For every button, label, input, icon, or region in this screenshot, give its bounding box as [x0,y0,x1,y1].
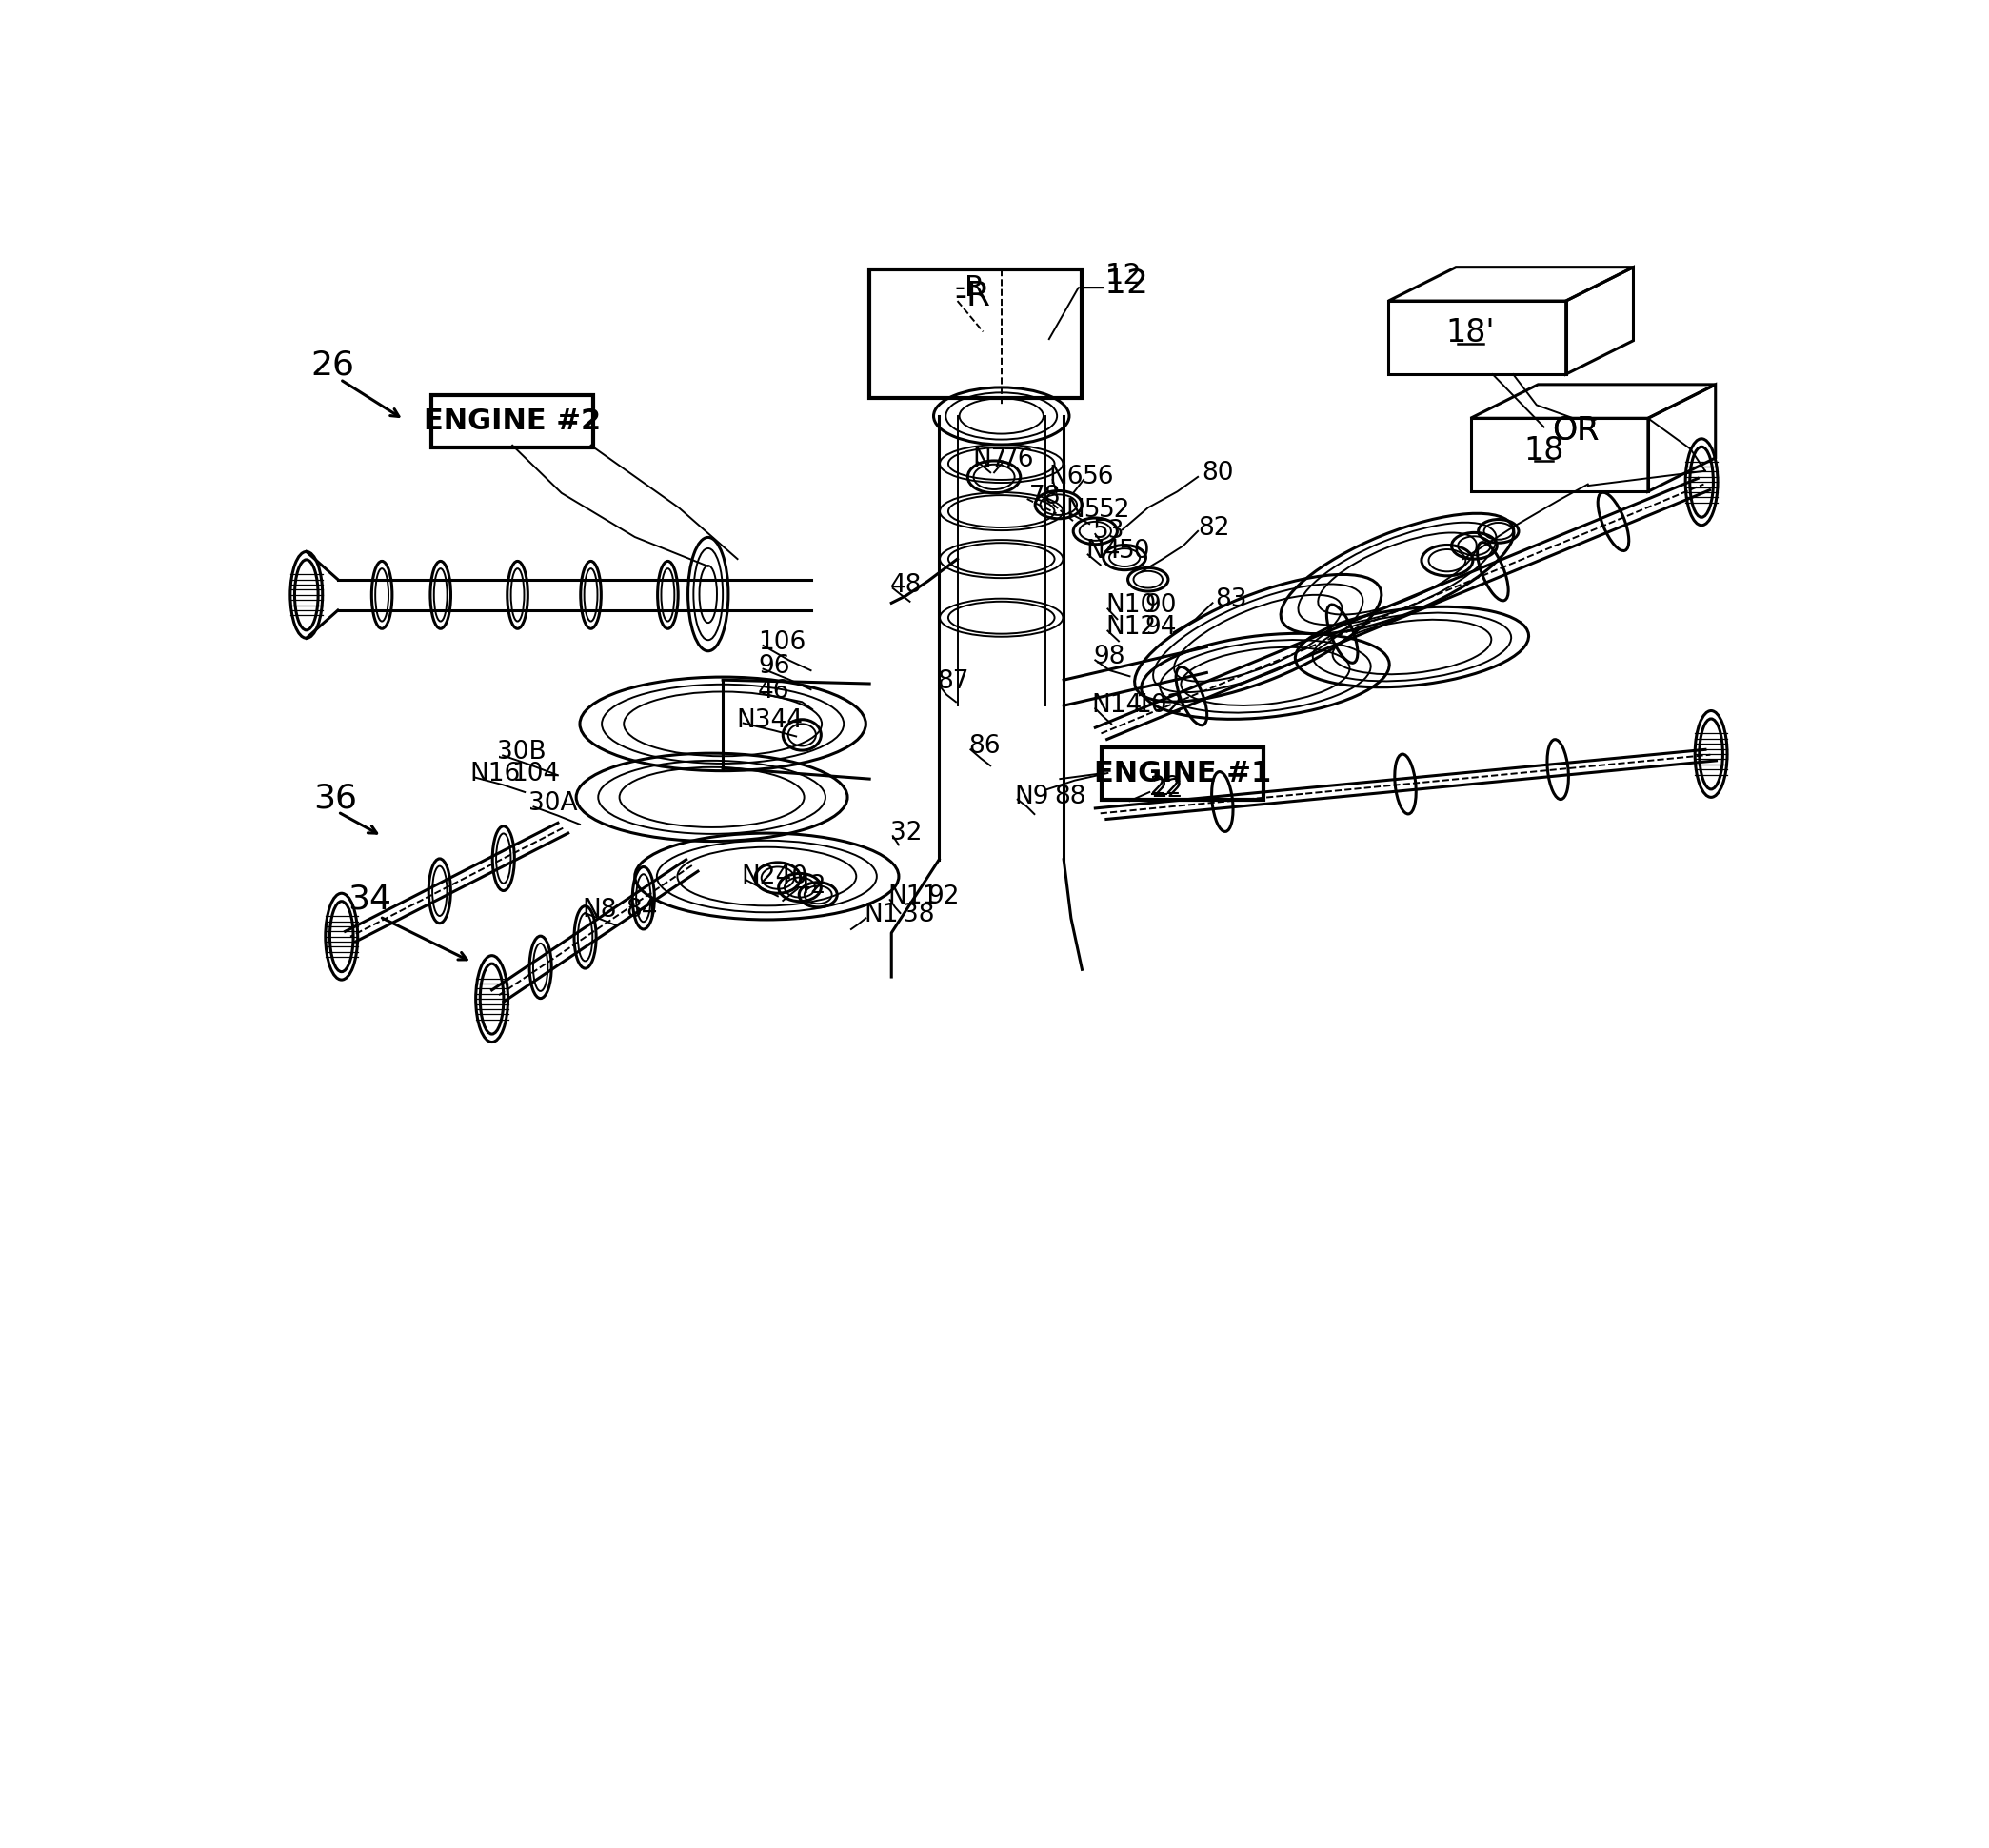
Text: 76: 76 [1002,447,1034,473]
Text: N11: N11 [887,885,939,909]
Text: N9: N9 [1014,784,1050,809]
Bar [1388,301,1565,375]
Text: N8: N8 [583,898,617,922]
Text: 83: 83 [1215,588,1247,612]
Text: 30A: 30A [529,791,577,817]
Text: OR: OR [1551,416,1599,447]
Text: N1: N1 [863,904,899,928]
Text: 30B: 30B [497,741,547,765]
Text: 92: 92 [927,885,959,909]
Text: 22: 22 [1152,778,1183,802]
Text: N10: N10 [1106,593,1156,619]
Text: 86: 86 [969,734,1000,760]
Text: 102: 102 [1136,693,1183,719]
Text: 38: 38 [903,904,935,928]
Text: N4: N4 [1086,540,1120,564]
Text: 84: 84 [627,898,658,922]
Text: 18': 18' [1446,318,1496,349]
Text: N12: N12 [1106,615,1156,639]
Text: 26: 26 [310,349,354,383]
Text: 56: 56 [1082,464,1114,490]
Text: 22: 22 [1150,774,1181,800]
Text: N14: N14 [1092,693,1142,719]
Text: 106: 106 [758,630,806,654]
Text: 96: 96 [758,654,790,678]
Text: 78: 78 [1028,484,1062,508]
Text: 32: 32 [889,821,921,846]
Text: 46: 46 [758,678,790,704]
Text: N16: N16 [469,761,521,787]
Text: N7: N7 [973,447,1006,473]
Text: OR: OR [1551,416,1599,447]
Text: 36: 36 [314,782,358,815]
Text: N6: N6 [1048,464,1084,490]
Text: 80: 80 [1201,460,1233,486]
Text: 82: 82 [1197,516,1229,541]
Text: ENGINE #2: ENGINE #2 [424,408,601,436]
Text: N5: N5 [1066,497,1100,523]
Text: 94: 94 [1144,615,1175,639]
Text: 53: 53 [1094,519,1126,543]
Text: 104: 104 [511,761,559,787]
Text: N240: N240 [742,865,808,889]
Text: 90: 90 [1144,593,1175,619]
Text: -R: -R [955,281,991,312]
Text: 42: 42 [796,874,827,898]
Text: 48: 48 [889,573,921,597]
Text: N344: N344 [736,708,804,732]
Text: 52: 52 [1098,497,1132,523]
Text: 34: 34 [348,883,392,915]
Text: ENGINE #1: ENGINE #1 [1094,760,1271,787]
Text: 12: 12 [1104,262,1142,290]
Text: 12: 12 [1104,268,1148,299]
Text: -R: -R [955,275,985,303]
Text: 18: 18 [1524,434,1563,466]
Text: 98: 98 [1094,645,1126,669]
Text: 88: 88 [1054,784,1086,809]
Text: 87: 87 [937,669,969,695]
Bar [869,270,1082,397]
Bar [1470,418,1649,492]
Text: 50: 50 [1118,540,1150,564]
